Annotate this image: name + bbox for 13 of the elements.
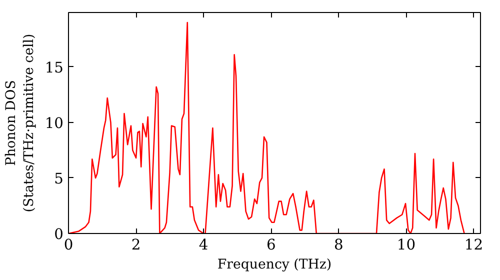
x-tick-label: 8 xyxy=(334,236,344,254)
x-tick-label: 6 xyxy=(266,236,276,254)
x-tick-label: 12 xyxy=(464,236,484,254)
x-axis-title: Frequency (THz) xyxy=(217,258,332,272)
y-tick-label: 10 xyxy=(44,114,64,132)
x-tick-label: 2 xyxy=(131,236,141,254)
line-series xyxy=(68,22,465,234)
x-tick-label: 10 xyxy=(396,236,416,254)
x-tick-label: 4 xyxy=(198,236,208,254)
y-tick-label: 5 xyxy=(54,170,64,188)
y-axis-title: Phonon DOS (States/THz·primitive cell) xyxy=(4,34,37,212)
y-tick-label: 0 xyxy=(54,226,64,243)
y-tick-label: 15 xyxy=(44,59,64,76)
